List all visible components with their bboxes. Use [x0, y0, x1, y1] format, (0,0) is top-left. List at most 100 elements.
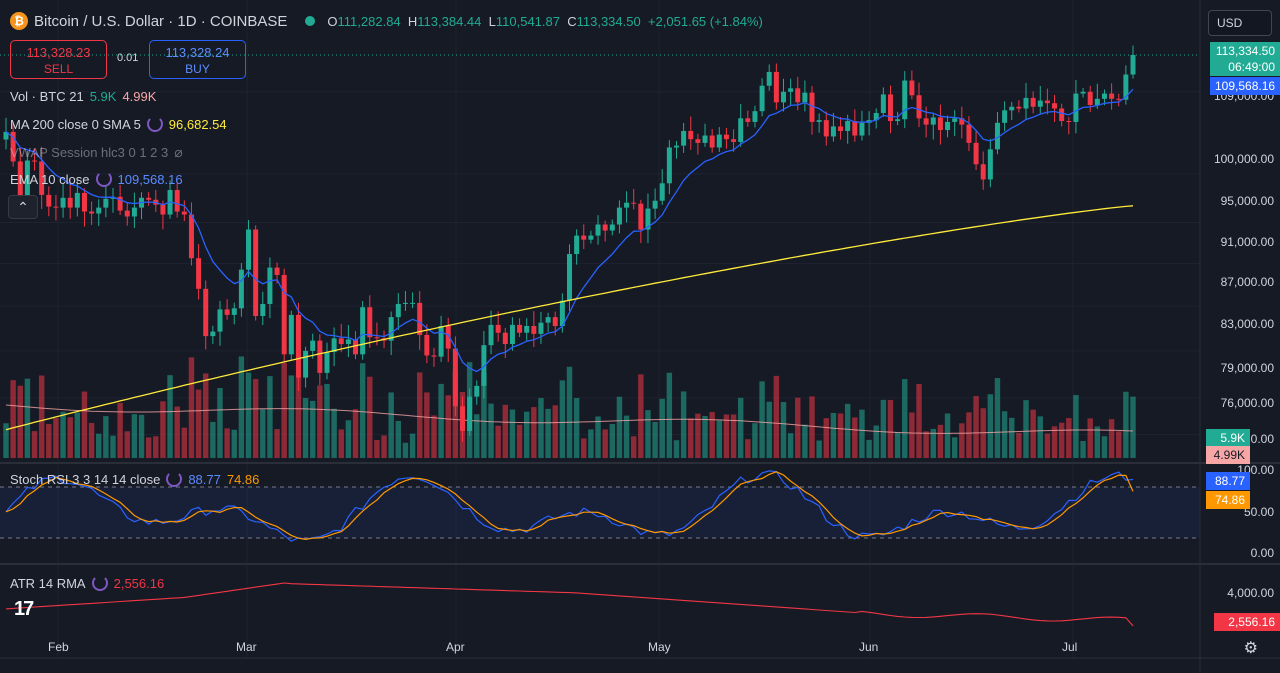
indicator-lines [0, 54, 1200, 431]
volume-bar [1051, 426, 1058, 458]
volume-bar [523, 411, 530, 458]
volume-bar [431, 415, 437, 458]
volume-bar [716, 420, 723, 458]
candle-body [238, 269, 244, 309]
ema10-line [5, 88, 1134, 373]
candle-body [253, 229, 259, 317]
volume-bar [324, 383, 330, 458]
volume-bar [409, 433, 416, 458]
candle-body [966, 124, 972, 143]
price-tick: 79,000.00 [1220, 361, 1274, 375]
volume-bar [1087, 418, 1093, 458]
stoch-band [0, 487, 1200, 538]
volume-bar [887, 399, 894, 458]
legend-atr[interactable]: ATR 14 RMA 2,556.16 [10, 575, 165, 591]
volume-bar [752, 423, 758, 458]
candle-body [1087, 91, 1093, 105]
volume-bar [1130, 396, 1136, 458]
candle-body [852, 121, 858, 136]
collapse-legend-button[interactable]: ⌃ [8, 195, 38, 219]
candle-body [552, 317, 558, 327]
candle-body [759, 85, 765, 112]
atr-pane[interactable] [5, 582, 1134, 627]
price-tick: 100,000.00 [1213, 152, 1274, 166]
sell-price: 113,328.23 [26, 45, 91, 60]
candle-body [602, 224, 608, 231]
candle-body [923, 118, 929, 125]
volume-bar [773, 375, 780, 458]
candle-body [1123, 74, 1129, 100]
legend-vwap[interactable]: VWAP Session hlc3 0 1 2 3 ⌀ [10, 144, 183, 160]
volume-bar [994, 378, 1001, 458]
candle-body [424, 334, 430, 356]
volume-bar [802, 424, 808, 458]
volume-bar [103, 416, 109, 458]
candle-body [788, 88, 794, 92]
last-price-badge: 113,334.50 06:49:00 [1210, 42, 1280, 76]
volume-bar [367, 376, 373, 458]
candle-body [1037, 100, 1043, 107]
volume-bar [759, 381, 765, 458]
volume-bar [723, 414, 730, 458]
volume-bar [545, 408, 551, 458]
buy-button[interactable]: 113,328.24 BUY [149, 40, 246, 79]
candle-body [959, 118, 965, 125]
candle-body [488, 324, 494, 346]
price-tick: 87,000.00 [1220, 275, 1274, 289]
legend-ema10[interactable]: EMA 10 close 109,568.16 [10, 171, 183, 187]
eye-hidden-icon[interactable]: ⌀ [174, 144, 183, 160]
candle-body [652, 200, 658, 209]
candle-body [402, 302, 408, 304]
gear-icon[interactable]: ⚙ [1243, 640, 1258, 657]
candle-body [609, 224, 615, 231]
legend-ma200[interactable]: MA 200 close 0 SMA 5 96,682.54 [10, 116, 227, 132]
volume-bar [81, 391, 88, 458]
volume-bar [195, 389, 202, 458]
volume-bar [295, 375, 302, 458]
volume-bar [509, 409, 516, 458]
volume-bar [652, 421, 658, 458]
volume-bar [766, 401, 772, 458]
volume-bar [973, 396, 979, 458]
volume-bar [10, 380, 16, 458]
candle-body [916, 95, 922, 119]
sell-button[interactable]: 113,328.23 SELL [10, 40, 107, 79]
volume-bar [352, 409, 359, 458]
candle-body [89, 211, 95, 214]
candle-body [1109, 93, 1115, 99]
candle-body [517, 324, 523, 333]
volume-bar [388, 392, 394, 458]
date-tick: Jul [1062, 640, 1078, 654]
ema-badge: 109,568.16 [1210, 77, 1280, 95]
candlesticks[interactable] [3, 45, 1136, 442]
tradingview-logo[interactable]: 17 [14, 598, 34, 620]
legend-stoch-rsi[interactable]: Stoch RSI 3 3 14 14 close 88.77 74.86 [10, 471, 260, 487]
volume-bar [673, 440, 680, 458]
candle-body [945, 121, 951, 131]
candle-body [802, 92, 808, 103]
legend-volume[interactable]: Vol · BTC 21 5.9K 4.99K [10, 89, 157, 104]
symbol-name[interactable]: Bitcoin / U.S. Dollar · 1D · COINBASE [34, 12, 288, 30]
candle-body [60, 197, 66, 208]
volume-bar [188, 357, 195, 458]
candle-body [780, 91, 786, 103]
price-tick: 83,000.00 [1220, 317, 1274, 331]
candle-body [410, 302, 416, 304]
candle-body [987, 149, 993, 180]
volume-bar [959, 423, 965, 458]
volume-bar [317, 385, 323, 458]
currency-selector[interactable]: USD [1208, 10, 1272, 36]
candle-body [452, 348, 458, 407]
candle-body [752, 111, 758, 122]
volume-bar [1066, 418, 1072, 458]
candle-body [738, 118, 744, 142]
volume-bar [680, 391, 687, 458]
symbol-title[interactable]: ₿ Bitcoin / U.S. Dollar · 1D · COINBASE … [10, 12, 763, 30]
volume-bar [495, 425, 501, 458]
volume-bar [274, 429, 280, 458]
stoch-rsi-pane[interactable] [0, 470, 1200, 542]
candle-body [624, 202, 630, 208]
atr-line [5, 582, 1134, 627]
